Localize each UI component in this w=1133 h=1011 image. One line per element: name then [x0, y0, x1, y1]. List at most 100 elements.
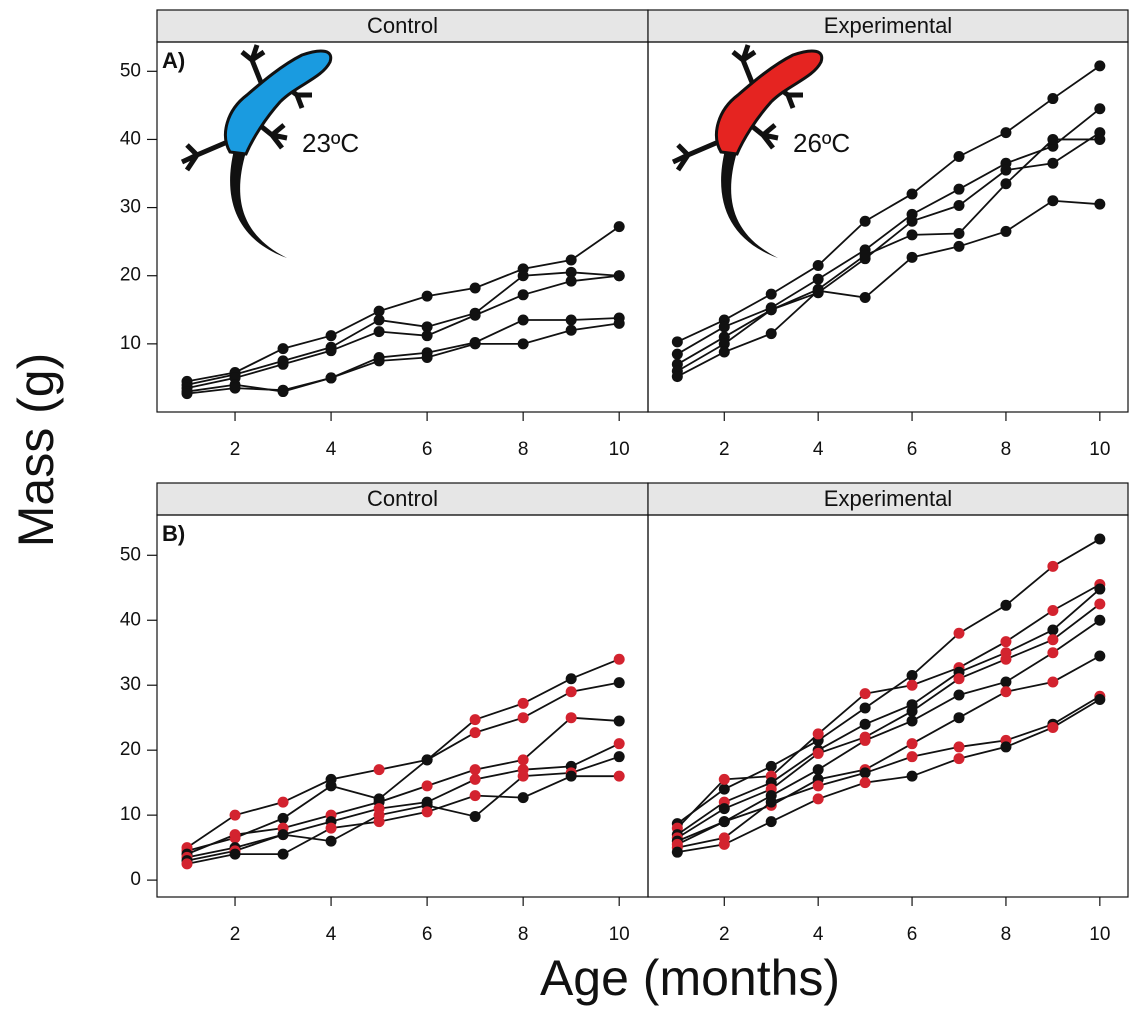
data-point	[517, 697, 529, 709]
lizard-body	[224, 49, 333, 156]
data-point	[565, 254, 577, 266]
data-point	[906, 738, 918, 750]
x-tick-label: 2	[719, 924, 730, 945]
data-point	[1000, 686, 1012, 698]
data-point	[325, 372, 337, 384]
data-point	[906, 770, 918, 782]
x-tick-label: 8	[1001, 439, 1012, 460]
data-point	[325, 345, 337, 357]
strip	[156, 482, 649, 516]
lizard-legs	[671, 44, 803, 172]
data-point	[613, 770, 625, 782]
data-point	[859, 767, 871, 779]
x-tick-label: 8	[518, 439, 529, 460]
data-point	[953, 627, 965, 639]
x-tick-label: 6	[422, 924, 433, 945]
data-point	[1000, 225, 1012, 237]
data-point	[469, 714, 481, 726]
lizard-tail	[721, 150, 778, 258]
data-point	[613, 715, 625, 727]
data-point	[469, 773, 481, 785]
data-point	[1047, 624, 1059, 636]
plot-frame	[647, 41, 1129, 413]
strip	[647, 9, 1129, 43]
x-tick-label: 4	[326, 924, 337, 945]
strip-label: Control	[367, 13, 438, 38]
data-point	[953, 673, 965, 685]
panel: Control B) 0 10 20 30 40 50 2 4 6 8 10	[120, 482, 649, 945]
data-point	[277, 796, 289, 808]
data-point	[1000, 676, 1012, 688]
series-line	[676, 538, 1101, 825]
data-point	[469, 338, 481, 350]
series-line	[186, 225, 620, 383]
data-point	[718, 338, 730, 350]
data-point	[812, 793, 824, 805]
data-point	[325, 780, 337, 792]
data-point	[565, 314, 577, 326]
strip	[647, 482, 1129, 516]
panel-label: B)	[162, 521, 185, 546]
series-line	[676, 655, 1101, 846]
data-point	[718, 783, 730, 795]
x-tick-label: 6	[907, 439, 918, 460]
data-point	[859, 734, 871, 746]
x-tick-label: 4	[813, 924, 824, 945]
data-point	[517, 270, 529, 282]
data-point	[906, 188, 918, 200]
data-point	[671, 348, 683, 360]
series-line	[186, 274, 620, 390]
data-point	[469, 309, 481, 321]
y-tick-label: 20	[120, 739, 141, 760]
y-tick-label: 30	[120, 674, 141, 695]
strip-label: Experimental	[824, 13, 952, 38]
data-point	[671, 336, 683, 348]
data-point	[1000, 653, 1012, 665]
x-tick-label: 2	[719, 439, 730, 460]
data-point	[277, 848, 289, 860]
data-point	[1094, 650, 1106, 662]
data-point	[671, 371, 683, 383]
temperature-label: 23ºC	[302, 128, 359, 158]
data-point	[859, 718, 871, 730]
series-line	[676, 588, 1101, 836]
data-point	[613, 270, 625, 282]
data-point	[1094, 533, 1106, 545]
data-point	[1047, 195, 1059, 207]
data-point	[421, 321, 433, 333]
data-point	[517, 712, 529, 724]
data-point	[953, 689, 965, 701]
data-point	[1094, 103, 1106, 115]
data-point	[565, 712, 577, 724]
data-point	[812, 764, 824, 776]
data-point	[1047, 721, 1059, 733]
lizard-tail	[230, 150, 287, 258]
y-tick-label: 40	[120, 128, 141, 149]
data-point	[859, 292, 871, 304]
data-point	[1094, 60, 1106, 72]
data-point	[718, 838, 730, 850]
strip-label: Experimental	[824, 486, 952, 511]
data-point	[373, 816, 385, 828]
data-point	[325, 835, 337, 847]
data-point	[953, 741, 965, 753]
data-point	[517, 754, 529, 766]
data-point	[718, 321, 730, 333]
data-point	[1000, 178, 1012, 190]
data-point	[517, 792, 529, 804]
x-tick-label: 2	[230, 439, 241, 460]
data-point	[181, 388, 193, 400]
data-point	[421, 754, 433, 766]
y-axis-title: Mass (g)	[8, 353, 64, 547]
series-line	[186, 775, 620, 865]
data-point	[1047, 634, 1059, 646]
y-tick-label: 40	[120, 609, 141, 630]
x-tick-label: 6	[422, 439, 433, 460]
panel-label: A)	[162, 48, 185, 73]
data-point	[1047, 93, 1059, 105]
data-point	[765, 760, 777, 772]
data-point	[953, 753, 965, 765]
data-point	[469, 790, 481, 802]
y-tick-label: 50	[120, 544, 141, 565]
